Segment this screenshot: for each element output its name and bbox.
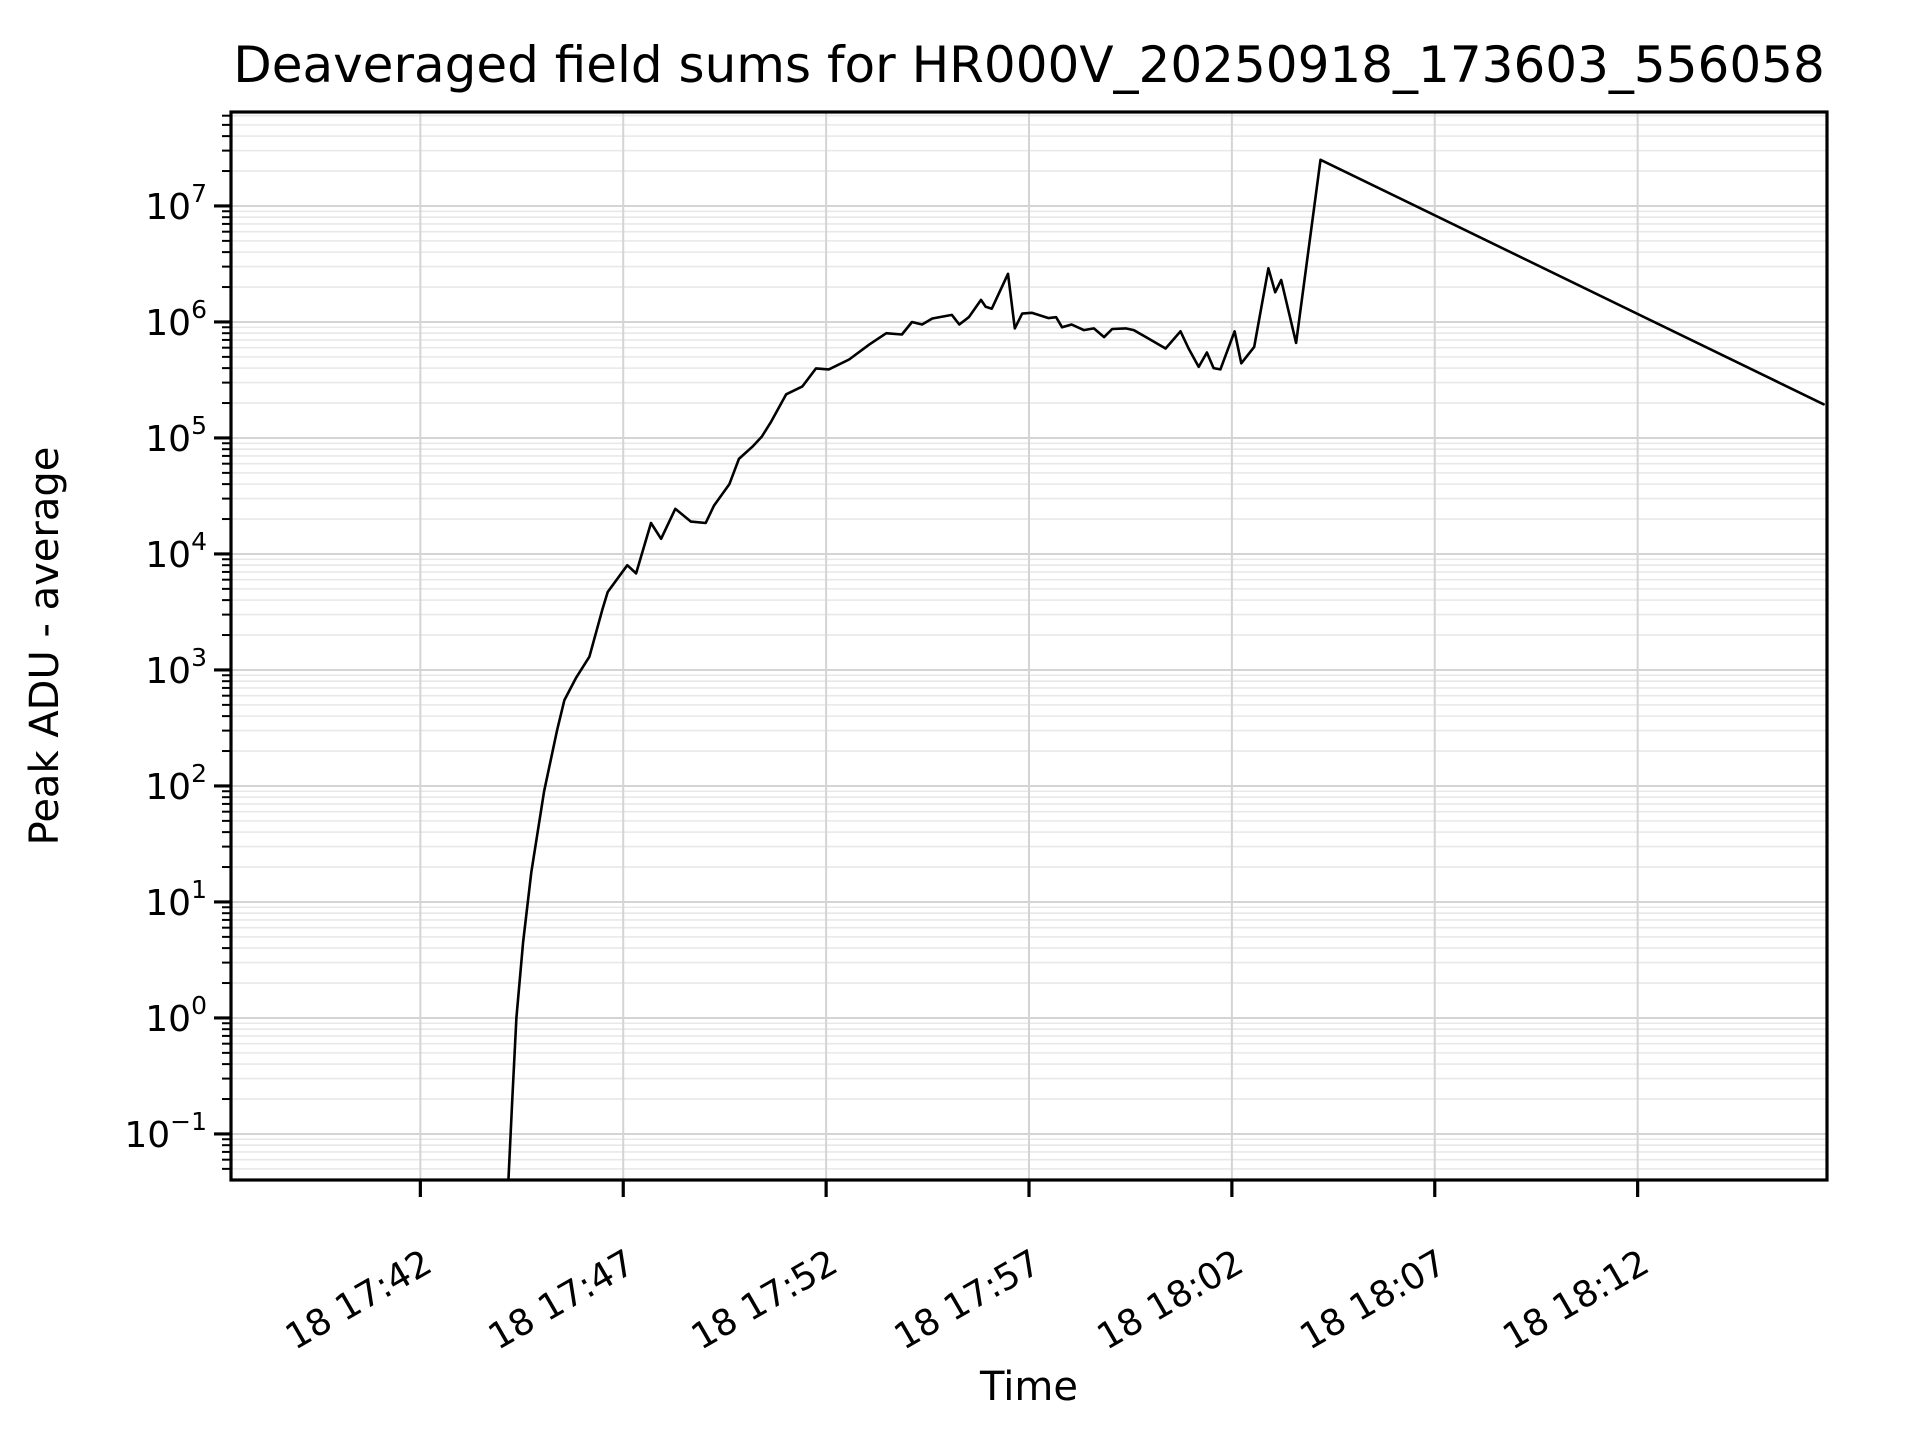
svg-text:105: 105 [145,411,207,460]
svg-text:106: 106 [145,295,207,344]
svg-text:103: 103 [145,643,207,692]
svg-text:100: 100 [145,991,207,1040]
axis-tick-marks [214,114,1640,1197]
chart-title: Deaveraged field sums for HR000V_2025091… [233,36,1825,94]
svg-text:102: 102 [145,759,207,808]
svg-text:10−1: 10−1 [124,1107,207,1156]
svg-text:104: 104 [145,527,207,576]
data-series-line [507,158,1825,1180]
svg-text:107: 107 [145,179,207,228]
x-axis-label: Time [979,1364,1078,1410]
y-axis-label: Peak ADU - average [22,447,68,846]
svg-text:101: 101 [145,875,207,924]
major-gridlines [231,112,1827,1180]
